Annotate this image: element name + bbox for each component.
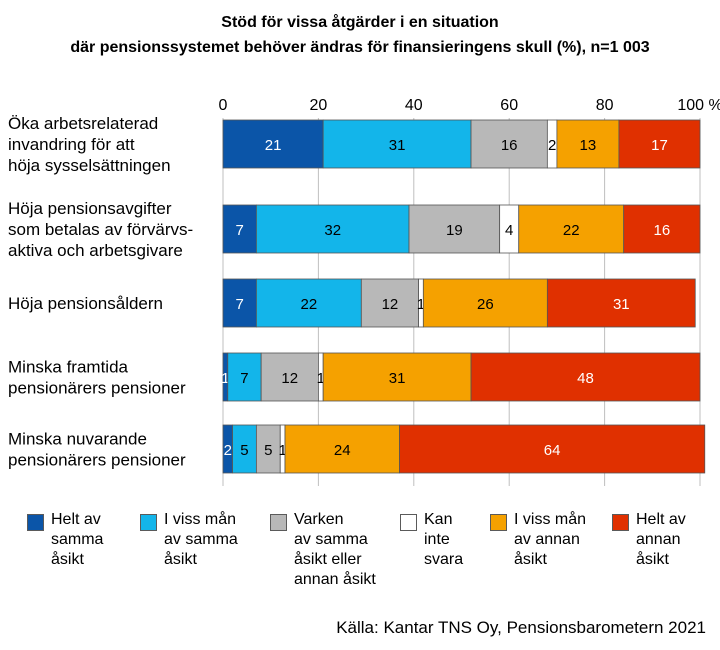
- bar-segment: [546, 278, 696, 328]
- chart-title: Stöd för vissa åtgärder i en situation d…: [0, 10, 720, 60]
- data-label: 4: [505, 222, 513, 239]
- data-label: 31: [389, 370, 406, 387]
- bar-segment: [255, 204, 410, 254]
- data-label: 32: [324, 222, 341, 239]
- category-label: som betalas av förvärvs-: [8, 220, 193, 239]
- data-label: 1: [317, 370, 325, 387]
- chart-title-line-2: där pensionssystemet behöver ändras för …: [70, 39, 650, 56]
- data-label: 48: [577, 370, 594, 387]
- data-label: 2: [224, 442, 232, 459]
- bar-segment: [399, 424, 706, 474]
- legend-label: Helt av annan åsikt: [636, 511, 686, 568]
- category-label: höja sysselsättningen: [8, 156, 171, 175]
- data-label: 1: [221, 370, 229, 387]
- data-label: 31: [613, 296, 630, 313]
- bar-segment: [470, 119, 548, 169]
- category-label: invandring för att: [8, 135, 135, 154]
- legend-swatch: [27, 514, 44, 531]
- data-label: 7: [236, 296, 244, 313]
- legend-swatch: [270, 514, 287, 531]
- bar-segment: [618, 119, 701, 169]
- x-tick-label: 80: [596, 97, 614, 114]
- category-label: pensionärers pensioner: [8, 451, 186, 470]
- legend-label: Kan inte svara: [424, 511, 464, 568]
- bar-segment: [284, 424, 400, 474]
- legend-label: Varken av samma åsikt eller annan åsikt: [294, 511, 376, 588]
- x-tick-label: 0: [219, 97, 228, 114]
- data-label: 64: [544, 442, 561, 459]
- data-label: 17: [651, 137, 668, 154]
- data-label: 19: [446, 222, 463, 239]
- bar-segment: [222, 119, 324, 169]
- bar-segment: [322, 352, 472, 402]
- data-label: 16: [501, 137, 518, 154]
- legend-label: I viss mån av annan åsikt: [514, 511, 587, 568]
- data-label: 12: [382, 296, 399, 313]
- data-label: 1: [417, 296, 425, 313]
- bar-segment: [322, 119, 472, 169]
- category-label: Öka arbetsrelaterad: [8, 114, 158, 133]
- data-label: 5: [240, 442, 248, 459]
- category-label: Höja pensionsavgifter: [8, 199, 172, 218]
- bar-segment: [255, 278, 362, 328]
- data-label: 7: [240, 370, 248, 387]
- category-label: Minska nuvarande: [8, 430, 147, 449]
- data-label: 21: [265, 137, 282, 154]
- chart-title-line-1: Stöd för vissa åtgärder i en situation: [221, 14, 499, 31]
- legend-label: I viss mån av samma åsikt: [164, 511, 238, 568]
- bar-segment: [422, 278, 548, 328]
- data-label: 22: [301, 296, 318, 313]
- data-label: 5: [264, 442, 272, 459]
- data-label: 24: [334, 442, 351, 459]
- legend-swatch: [490, 514, 507, 531]
- data-label: 22: [563, 222, 580, 239]
- x-tick-label: 20: [310, 97, 328, 114]
- data-label: 12: [281, 370, 298, 387]
- data-label: 13: [580, 137, 597, 154]
- category-label: Höja pensionsåldern: [8, 294, 163, 313]
- bar-segment: [222, 204, 257, 254]
- x-tick-label: 100 %: [677, 97, 720, 114]
- legend-label: Helt av samma åsikt: [51, 511, 104, 568]
- bar-segment: [227, 352, 262, 402]
- legend-swatch: [400, 514, 417, 531]
- source-note: Källa: Kantar TNS Oy, Pensionsbarometern…: [336, 618, 706, 637]
- data-label: 26: [477, 296, 494, 313]
- legend: Helt av samma åsikt I viss mån av samma åsikt…: [0, 510, 720, 600]
- bar-segment: [470, 352, 701, 402]
- category-label: Minska framtida: [8, 358, 129, 377]
- x-tick-label: 60: [500, 97, 518, 114]
- bar-segment: [518, 204, 625, 254]
- category-label: pensionärers pensioner: [8, 379, 186, 398]
- x-tick-label: 40: [405, 97, 423, 114]
- data-label: 1: [278, 442, 286, 459]
- data-label: 16: [653, 222, 670, 239]
- legend-swatch: [140, 514, 157, 531]
- data-label: 31: [389, 137, 406, 154]
- bar-segment: [222, 278, 257, 328]
- data-label: 2: [548, 137, 556, 154]
- category-label: aktiva och arbetsgivare: [8, 241, 183, 260]
- data-label: 7: [236, 222, 244, 239]
- bar-segment: [260, 352, 319, 402]
- legend-swatch: [612, 514, 629, 531]
- bar-segment: [623, 204, 701, 254]
- bar-segment: [556, 119, 620, 169]
- bar-segment: [360, 278, 419, 328]
